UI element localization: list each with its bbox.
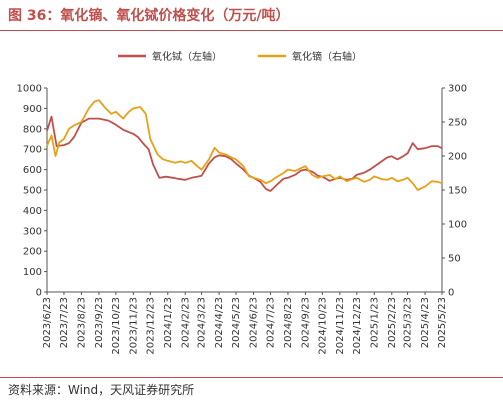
x-tick-label: 2024/6/23 bbox=[249, 297, 260, 348]
x-tick-label: 2024/4/23 bbox=[214, 297, 225, 348]
legend-label-1: 氧化铽（左轴） bbox=[152, 50, 222, 63]
left-tick-label: 200 bbox=[23, 247, 42, 258]
series-layer bbox=[46, 99, 443, 192]
right-tick-label: 100 bbox=[448, 220, 467, 231]
x-tick-label: 2025/5/23 bbox=[437, 297, 448, 348]
price-chart: 0 100 200 300 400 500 600 700 800 900 1000 0 50 100 15… bbox=[17, 50, 468, 355]
source-divider bbox=[0, 377, 503, 378]
x-tick-label: 2023/6/23 bbox=[42, 297, 53, 348]
left-tick-label: 100 bbox=[23, 267, 42, 278]
x-tick-label: 2024/3/23 bbox=[197, 297, 208, 348]
left-tick-label: 800 bbox=[23, 124, 42, 135]
x-tick-label: 2024/5/23 bbox=[231, 297, 242, 348]
x-tick-label: 2024/12/23 bbox=[352, 297, 363, 355]
right-tick-label: 150 bbox=[448, 186, 467, 197]
source-note: 资料来源：Wind，天风证券研究所 bbox=[8, 383, 195, 397]
x-tick-label: 2023/10/23 bbox=[111, 297, 122, 355]
left-tick-label: 300 bbox=[23, 226, 42, 237]
legend-label-2: 氧化镝（右轴） bbox=[292, 50, 362, 63]
x-tick-label: 2023/12/23 bbox=[145, 297, 156, 355]
x-tick-label: 2023/11/23 bbox=[128, 297, 139, 355]
x-tick-label: 2023/7/23 bbox=[59, 297, 70, 348]
series-line-2 bbox=[46, 99, 443, 191]
x-tick-label: 2024/7/23 bbox=[265, 297, 276, 348]
x-tick-label: 2023/9/23 bbox=[94, 297, 105, 348]
left-tick-label: 500 bbox=[23, 186, 42, 197]
left-tick-label: 700 bbox=[23, 145, 42, 156]
x-tick-label: 2025/4/23 bbox=[420, 297, 431, 348]
legend: 氧化铽（左轴） 氧化镝（右轴） bbox=[118, 50, 362, 63]
x-tick-label: 2025/1/23 bbox=[369, 297, 380, 348]
left-tick-label: 600 bbox=[23, 165, 42, 176]
axes: 0 100 200 300 400 500 600 700 800 900 1000 0 50 100 15… bbox=[17, 84, 468, 355]
x-tick-label: 2024/1/23 bbox=[163, 297, 174, 348]
x-tick-label: 2024/9/23 bbox=[300, 297, 311, 348]
left-tick-label: 1000 bbox=[17, 84, 42, 95]
x-tick-label: 2024/8/23 bbox=[283, 297, 294, 348]
title-divider bbox=[0, 30, 503, 31]
right-tick-label: 200 bbox=[448, 152, 467, 163]
x-tick-label: 2025/2/23 bbox=[387, 297, 398, 348]
x-tick-label: 2024/10/23 bbox=[317, 297, 328, 355]
right-tick-label: 300 bbox=[448, 84, 467, 95]
right-tick-label: 50 bbox=[448, 254, 461, 265]
right-tick-label: 0 bbox=[448, 288, 454, 299]
left-tick-label: 900 bbox=[23, 104, 42, 115]
right-tick-label: 250 bbox=[448, 118, 467, 129]
left-tick-label: 400 bbox=[23, 206, 42, 217]
x-tick-label: 2024/11/23 bbox=[335, 297, 346, 355]
x-tick-label: 2025/3/23 bbox=[403, 297, 414, 348]
x-tick-label: 2024/2/23 bbox=[180, 297, 191, 348]
left-tick-label: 0 bbox=[36, 288, 42, 299]
x-tick-label: 2023/8/23 bbox=[76, 297, 87, 348]
figure-title: 图 36：氧化镝、氧化铽价格变化（万元/吨） bbox=[8, 8, 290, 24]
